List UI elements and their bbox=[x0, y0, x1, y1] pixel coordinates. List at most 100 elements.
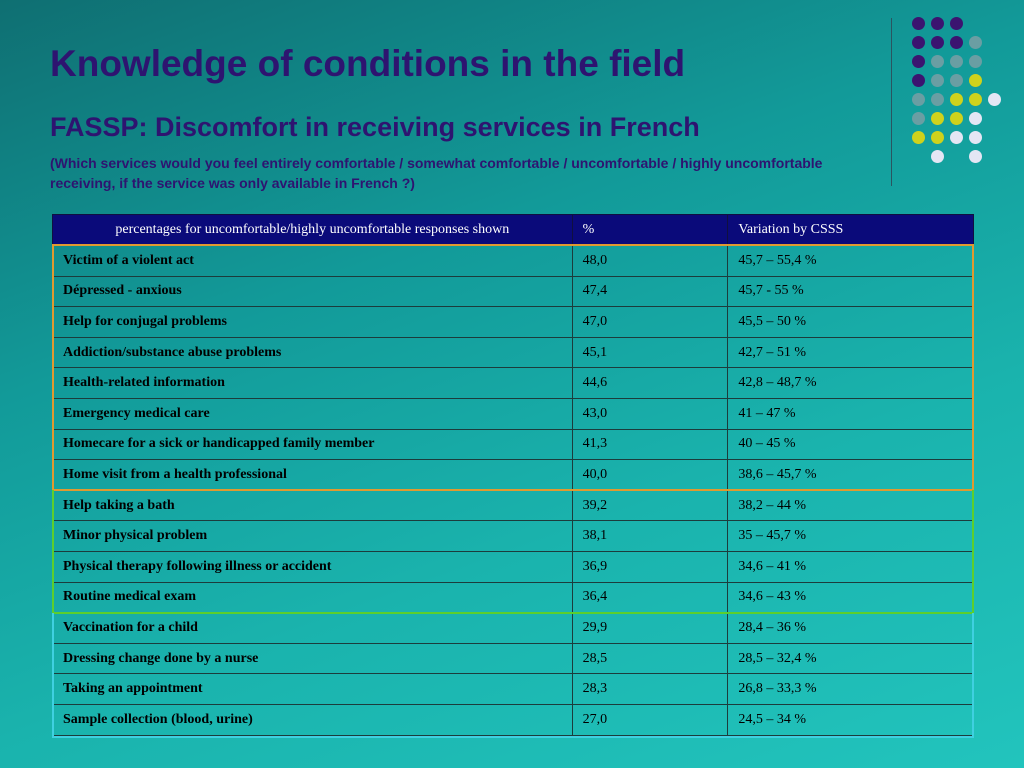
decorative-dot bbox=[931, 55, 944, 68]
decorative-dot bbox=[950, 74, 963, 87]
table-row: Dépressed - anxious 47,4 45,7 - 55 % bbox=[52, 275, 974, 308]
variation-range: 34,6 – 43 % bbox=[727, 581, 974, 614]
decorative-dot bbox=[950, 131, 963, 144]
variation-range: 42,8 – 48,7 % bbox=[727, 367, 974, 399]
column-header-variation: Variation by CSSS bbox=[727, 214, 974, 246]
service-name: Vaccination for a child bbox=[52, 612, 573, 644]
decorative-dot bbox=[969, 131, 982, 144]
column-header-service: percentages for uncomfortable/highly unc… bbox=[52, 214, 573, 246]
decorative-dot bbox=[950, 17, 963, 30]
variation-range: 28,5 – 32,4 % bbox=[727, 642, 974, 675]
decorative-dot bbox=[969, 93, 982, 106]
decorative-dot bbox=[912, 112, 925, 125]
decorative-dot bbox=[969, 55, 982, 68]
variation-range: 41 – 47 % bbox=[727, 397, 974, 430]
decorative-dot bbox=[931, 17, 944, 30]
decorative-dot bbox=[931, 74, 944, 87]
table-row: Homecare for a sick or handicapped famil… bbox=[52, 428, 974, 461]
service-name: Dressing change done by a nurse bbox=[52, 642, 573, 675]
variation-range: 45,5 – 50 % bbox=[727, 306, 974, 338]
decorative-dot bbox=[950, 112, 963, 125]
decorative-dot bbox=[969, 36, 982, 49]
decorative-dot bbox=[969, 74, 982, 87]
variation-range: 28,4 – 36 % bbox=[727, 612, 974, 644]
table-row: Help for conjugal problems 47,0 45,5 – 50 … bbox=[52, 306, 974, 338]
variation-range: 26,8 – 33,3 % bbox=[727, 673, 974, 705]
percent-value: 47,4 bbox=[571, 275, 729, 308]
variation-range: 42,7 – 51 % bbox=[727, 336, 974, 369]
variation-range: 35 – 45,7 % bbox=[727, 520, 974, 552]
service-name: Health-related information bbox=[52, 367, 573, 399]
percent-value: 36,9 bbox=[571, 550, 729, 583]
table-row: Victim of a violent act 48,0 45,7 – 55,4 % bbox=[52, 245, 974, 277]
decorative-dot bbox=[931, 131, 944, 144]
percent-value: 39,2 bbox=[571, 489, 729, 522]
table-row: Vaccination for a child 29,9 28,4 – 36 % bbox=[52, 612, 974, 644]
slide-title: Knowledge of conditions in the field bbox=[50, 43, 686, 84]
decorative-dot bbox=[950, 93, 963, 106]
variation-range: 40 – 45 % bbox=[727, 428, 974, 461]
service-name: Sample collection (blood, urine) bbox=[52, 703, 573, 736]
service-name: Addiction/substance abuse problems bbox=[52, 336, 573, 369]
percent-value: 29,9 bbox=[571, 612, 729, 644]
table-row: Minor physical problem 38,1 35 – 45,7 % bbox=[52, 520, 974, 552]
decorative-dot bbox=[988, 93, 1001, 106]
decorative-divider bbox=[891, 18, 892, 186]
table-row: Sample collection (blood, urine) 27,0 24,5… bbox=[52, 703, 974, 736]
decorative-dot bbox=[912, 36, 925, 49]
percent-value: 41,3 bbox=[571, 428, 729, 461]
table-row: Help taking a bath 39,2 38,2 – 44 % bbox=[52, 489, 974, 522]
table-row: Physical therapy following illness or ac… bbox=[52, 550, 974, 583]
service-name: Emergency medical care bbox=[52, 397, 573, 430]
service-name: Physical therapy following illness or ac… bbox=[52, 550, 573, 583]
survey-question: (Which services would you feel entirely … bbox=[50, 155, 823, 191]
table-row: Dressing change done by a nurse 28,5 28,5 … bbox=[52, 642, 974, 675]
percent-value: 36,4 bbox=[571, 581, 729, 614]
decorative-dot bbox=[931, 36, 944, 49]
decorative-dot bbox=[950, 36, 963, 49]
percent-value: 48,0 bbox=[571, 245, 729, 277]
decorative-dot bbox=[969, 150, 982, 163]
service-name: Help taking a bath bbox=[52, 489, 573, 522]
percent-value: 45,1 bbox=[571, 336, 729, 369]
percent-value: 43,0 bbox=[571, 397, 729, 430]
variation-range: 45,7 - 55 % bbox=[727, 275, 974, 308]
service-name: Homecare for a sick or handicapped famil… bbox=[52, 428, 573, 461]
percent-value: 38,1 bbox=[571, 520, 729, 552]
service-name: Minor physical problem bbox=[52, 520, 573, 552]
table-row: Routine medical exam 36,4 34,6 – 43 % bbox=[52, 581, 974, 614]
percent-value: 44,6 bbox=[571, 367, 729, 399]
service-name: Home visit from a health professional bbox=[52, 459, 573, 491]
decorative-dot bbox=[950, 55, 963, 68]
table-header-row: percentages for uncomfortable/highly unc… bbox=[52, 214, 974, 246]
variation-range: 34,6 – 41 % bbox=[727, 550, 974, 583]
decorative-dot bbox=[931, 93, 944, 106]
decorative-dot bbox=[912, 131, 925, 144]
variation-range: 38,2 – 44 % bbox=[727, 489, 974, 522]
decorative-dot bbox=[969, 112, 982, 125]
table-row: Taking an appointment 28,3 26,8 – 33,3 % bbox=[52, 673, 974, 705]
decorative-dot bbox=[912, 55, 925, 68]
decorative-dot bbox=[912, 17, 925, 30]
percent-value: 27,0 bbox=[571, 703, 729, 736]
percent-value: 47,0 bbox=[571, 306, 729, 338]
table-row: Addiction/substance abuse problems 45,1 42… bbox=[52, 336, 974, 369]
decorative-dot bbox=[912, 93, 925, 106]
variation-range: 38,6 – 45,7 % bbox=[727, 459, 974, 491]
service-name: Taking an appointment bbox=[52, 673, 573, 705]
percent-value: 28,5 bbox=[571, 642, 729, 675]
service-name: Dépressed - anxious bbox=[52, 275, 573, 308]
variation-range: 45,7 – 55,4 % bbox=[727, 245, 974, 277]
decorative-dot bbox=[931, 150, 944, 163]
decorative-dot bbox=[912, 74, 925, 87]
column-header-percent: % bbox=[571, 214, 729, 246]
percent-value: 40,0 bbox=[571, 459, 729, 491]
service-name: Routine medical exam bbox=[52, 581, 573, 614]
table-row: Emergency medical care 43,0 41 – 47 % bbox=[52, 397, 974, 430]
percent-value: 28,3 bbox=[571, 673, 729, 705]
variation-range: 24,5 – 34 % bbox=[727, 703, 974, 736]
table-row: Health-related information 44,6 42,8 – 48,… bbox=[52, 367, 974, 399]
slide-subtitle: FASSP: Discomfort in receiving services … bbox=[50, 112, 700, 142]
table-row: Home visit from a health professional 40,… bbox=[52, 459, 974, 491]
service-name: Help for conjugal problems bbox=[52, 306, 573, 338]
